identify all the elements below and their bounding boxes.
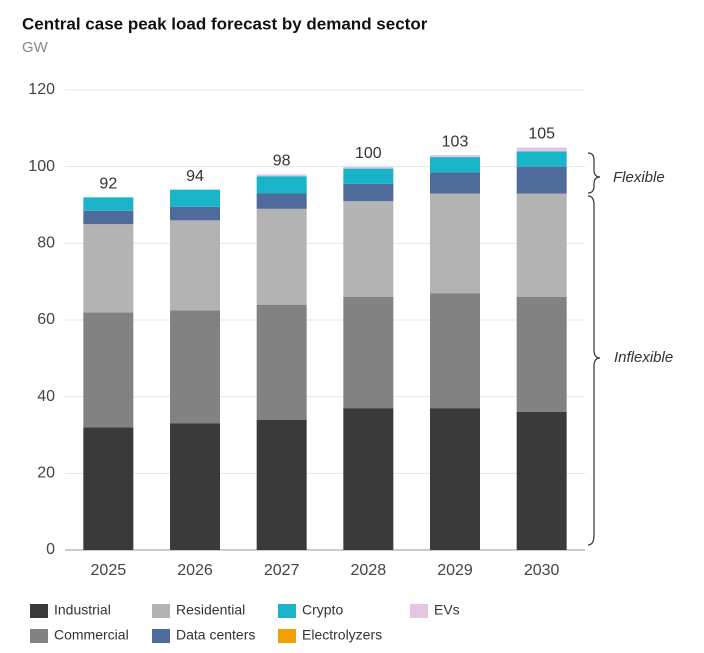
bar-segment <box>516 166 567 194</box>
legend-swatch <box>30 629 48 643</box>
bar-segment <box>430 293 480 409</box>
bar-segment <box>256 419 307 550</box>
legend-label: Industrial <box>54 602 111 618</box>
bar-segment <box>430 408 480 550</box>
bar-segment <box>343 297 394 409</box>
y-tick-label: 120 <box>28 81 55 98</box>
x-tick-label: 2028 <box>351 562 387 579</box>
x-tick-label: 2026 <box>177 562 213 579</box>
bar-segment <box>343 168 394 184</box>
annotation: Flexible <box>613 169 665 186</box>
legend-label: Data centers <box>176 627 255 643</box>
bar-segment <box>256 193 307 209</box>
bar-segment <box>516 412 567 550</box>
total-label: 105 <box>528 126 555 143</box>
bar-segment <box>430 172 480 194</box>
y-tick-label: 60 <box>37 311 55 328</box>
legend-label: Commercial <box>54 627 129 643</box>
legend-swatch <box>410 604 428 618</box>
chart-subtitle: GW <box>22 39 49 56</box>
bar-segment <box>516 147 567 152</box>
bar-segment <box>430 193 480 294</box>
bar-segment <box>256 174 307 177</box>
x-tick-label: 2025 <box>91 562 127 579</box>
bar-segment <box>83 210 134 225</box>
bar-segment <box>170 423 220 550</box>
bar-segment <box>83 312 134 428</box>
total-label: 103 <box>442 133 469 150</box>
bar-segment <box>83 427 134 550</box>
y-tick-label: 80 <box>37 235 55 252</box>
total-label: 100 <box>355 145 382 162</box>
y-tick-label: 100 <box>28 158 55 175</box>
x-tick-label: 2029 <box>437 562 473 579</box>
x-tick-label: 2027 <box>264 562 300 579</box>
bar-segment <box>516 151 567 167</box>
legend-swatch <box>30 604 48 618</box>
legend-swatch <box>152 629 170 643</box>
legend-swatch <box>278 604 296 618</box>
legend-label: Electrolyzers <box>302 627 382 643</box>
annotation: Inflexible <box>614 349 673 366</box>
bar-segment <box>83 224 134 313</box>
bar-segment <box>343 408 394 550</box>
bar-segment <box>343 183 394 202</box>
bar-segment <box>256 176 307 194</box>
bar-segment <box>83 197 134 211</box>
bar-segment <box>170 310 220 424</box>
bar-segment <box>170 189 220 207</box>
x-tick-label: 2030 <box>524 562 560 579</box>
bar-segment <box>516 193 567 297</box>
bar-segment <box>170 220 220 311</box>
total-label: 92 <box>99 176 117 193</box>
bar-segment <box>516 297 567 412</box>
bar-segment <box>170 206 220 221</box>
legend-swatch <box>278 629 296 643</box>
bar-segment <box>430 155 480 158</box>
y-tick-label: 0 <box>46 541 55 558</box>
legend-swatch <box>152 604 170 618</box>
total-label: 98 <box>273 153 291 170</box>
total-label: 94 <box>186 168 204 185</box>
bar-segment <box>343 201 394 297</box>
bar-segment <box>256 208 307 305</box>
y-tick-label: 40 <box>37 388 55 405</box>
legend-label: EVs <box>434 602 460 618</box>
y-tick-label: 20 <box>37 465 55 482</box>
chart-title: Central case peak load forecast by deman… <box>22 14 428 33</box>
legend-label: Crypto <box>302 602 343 618</box>
bar-segment <box>256 304 307 420</box>
legend-label: Residential <box>176 602 245 618</box>
brace <box>587 195 601 546</box>
bar-segment <box>430 157 480 173</box>
bar-segment <box>343 166 394 169</box>
brace <box>587 152 601 194</box>
